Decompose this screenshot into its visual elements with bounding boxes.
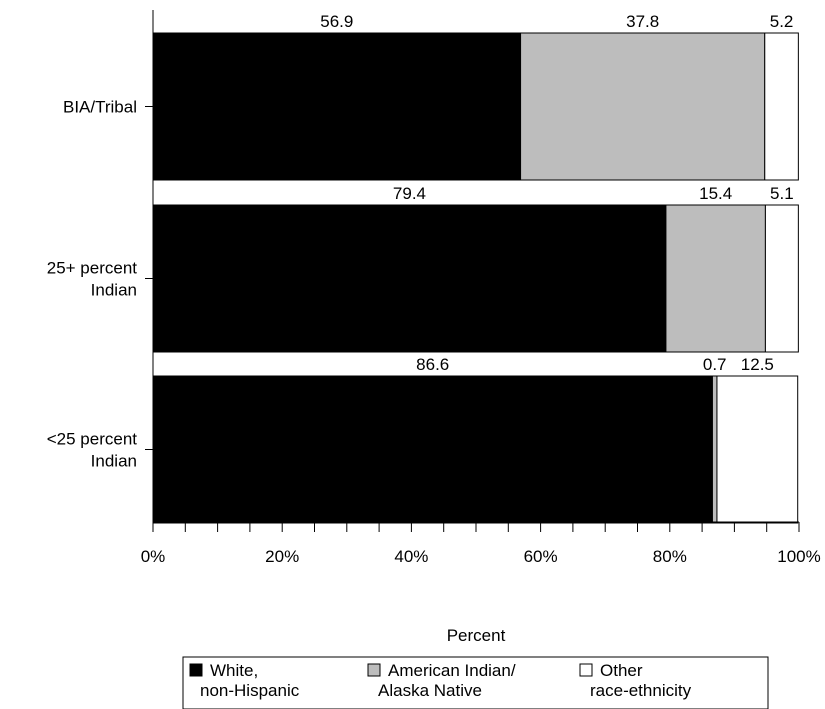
bar-segment — [520, 32, 766, 181]
bar-segment — [764, 32, 799, 181]
labels-layer: 56.9 37.8 5.2 BIA/Tribal 79.4 15.4 5.1 25+ perc… — [47, 12, 794, 471]
data-label: 5.2 — [770, 12, 794, 31]
legend-entry: American Indian/Alaska Native — [378, 661, 516, 700]
legend: White, non-Hispanic American Indian/Alaska… — [182, 656, 769, 709]
bar-segment — [711, 375, 718, 524]
x-tick-label: 20% — [265, 547, 299, 566]
bar-segment — [152, 375, 713, 524]
data-label: 0.7 — [703, 355, 727, 374]
legend-swatch — [367, 663, 381, 677]
axes-layer: 0% 20% 40% 60% 80% 100% — [141, 10, 821, 566]
category-label: BIA/Tribal — [63, 98, 137, 117]
category-label: <25 percent Indian — [47, 430, 138, 471]
x-tick-label: 80% — [653, 547, 687, 566]
bar-segment — [152, 204, 667, 353]
category-label: 25+ percent Indian — [47, 259, 138, 300]
bar-segment — [152, 32, 522, 181]
x-tick-label: 40% — [394, 547, 428, 566]
data-label: 37.8 — [626, 12, 659, 31]
bar-segment — [716, 375, 799, 524]
data-label: 79.4 — [393, 184, 426, 203]
data-label: 56.9 — [320, 12, 353, 31]
data-label: 15.4 — [699, 184, 732, 203]
legend-swatch — [579, 663, 593, 677]
x-tick-label: 0% — [141, 547, 166, 566]
legend-entry: White, non-Hispanic — [200, 661, 300, 700]
x-tick-label: 60% — [524, 547, 558, 566]
data-label: 5.1 — [770, 184, 794, 203]
legend-swatch — [189, 663, 203, 677]
legend-box — [182, 656, 769, 709]
data-label: 12.5 — [741, 355, 774, 374]
legend-entry: Other race-ethnicity — [590, 661, 692, 700]
x-axis-label: Percent — [447, 626, 506, 645]
data-label: 86.6 — [416, 355, 449, 374]
bars-layer — [152, 32, 799, 524]
bar-segment — [665, 204, 766, 353]
x-tick-label: 100% — [777, 547, 820, 566]
bar-segment — [764, 204, 799, 353]
